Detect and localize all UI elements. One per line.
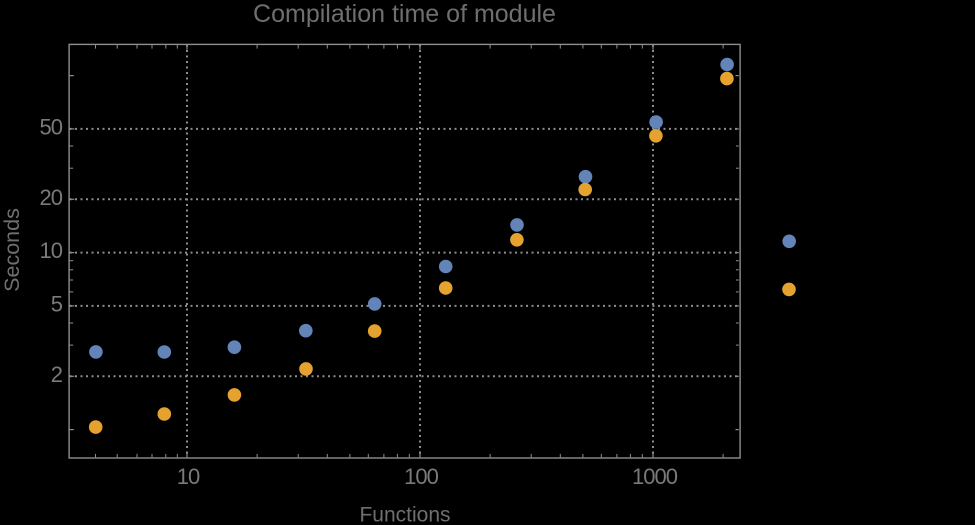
svg-text:10: 10 (40, 238, 63, 263)
svg-text:Seconds: Seconds (0, 208, 24, 292)
svg-text:50: 50 (40, 115, 63, 140)
svg-text:5: 5 (51, 292, 63, 317)
svg-text:100: 100 (404, 464, 438, 489)
svg-text:20: 20 (40, 185, 63, 210)
svg-text:2: 2 (51, 362, 63, 387)
svg-text:Functions: Functions (359, 504, 450, 525)
svg-text:1000: 1000 (632, 464, 678, 489)
svg-text:Compilation time of module: Compilation time of module (253, 0, 556, 28)
svg-text:10: 10 (177, 464, 200, 489)
